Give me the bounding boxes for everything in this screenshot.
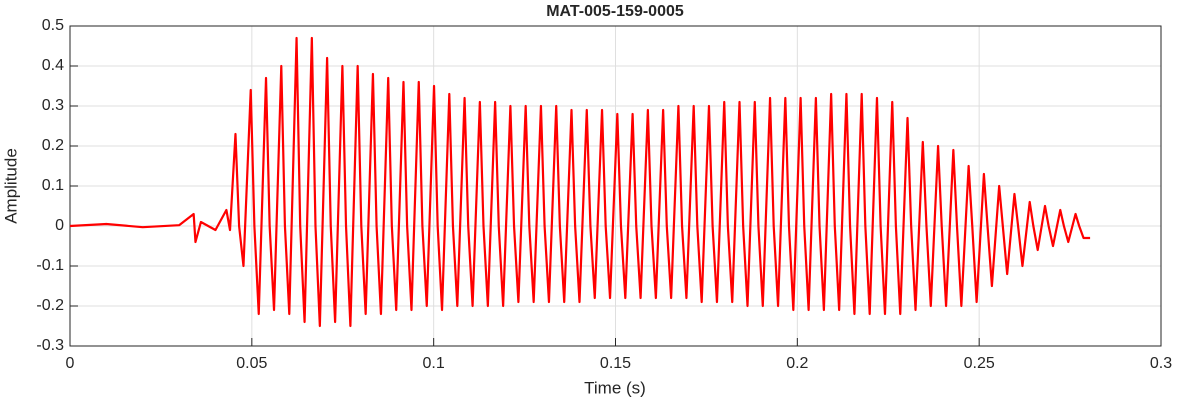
- y-tick-label: 0.1: [42, 177, 64, 194]
- y-tick-label: 0.5: [42, 17, 64, 34]
- x-tick-label: 0.15: [600, 355, 631, 372]
- x-axis-label: Time (s): [584, 378, 646, 397]
- x-tick-label: 0.3: [1150, 355, 1172, 372]
- x-tick-label: 0.2: [786, 355, 808, 372]
- y-tick-label: 0.2: [42, 137, 64, 154]
- y-tick-label: 0.3: [42, 97, 64, 114]
- y-tick-label: 0.4: [42, 57, 64, 74]
- chart-title: MAT-005-159-0005: [546, 3, 684, 20]
- y-tick-label: -0.1: [36, 257, 64, 274]
- waveform-line: [69, 36, 1091, 328]
- plot-frame: [69, 25, 1162, 347]
- y-tick-label: -0.2: [36, 297, 64, 314]
- x-tick-label: 0.05: [236, 355, 267, 372]
- x-tick-label: 0: [66, 355, 75, 372]
- y-tick-label: -0.3: [36, 337, 64, 354]
- y-axis-label: Amplitude: [1, 148, 20, 224]
- x-tick-label: 0.25: [964, 355, 995, 372]
- x-tick-label: 0.1: [423, 355, 445, 372]
- y-tick-label: 0: [55, 217, 64, 234]
